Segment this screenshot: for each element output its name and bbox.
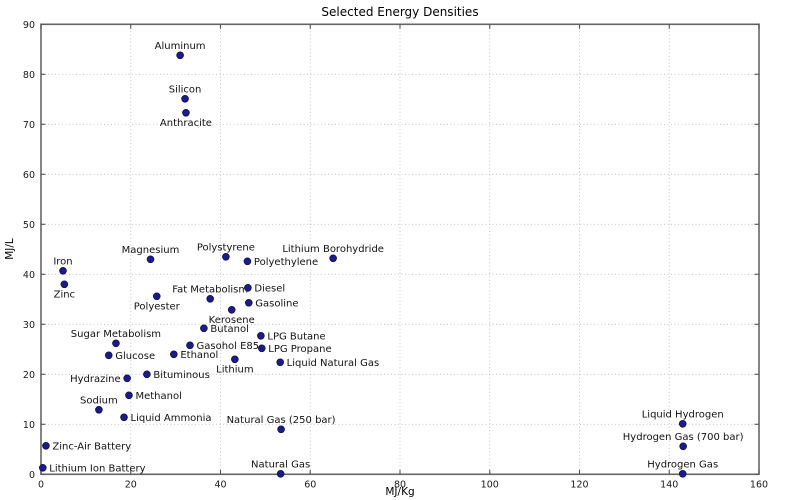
data-point [152,292,161,301]
point-label: Diesel [254,283,285,294]
data-point [243,257,252,266]
data-point [104,351,113,360]
gridlines [41,24,759,475]
data-point [231,355,239,364]
data-point [95,405,103,414]
data-point [60,280,69,289]
point-label: Natural Gas (250 bar) [227,415,336,426]
point-label: Methanol [135,391,181,402]
point-label: Zinc-Air Battery [52,441,131,452]
point-label: Polyethylene [254,257,318,268]
point-label: Glucose [115,351,155,362]
data-point [257,344,266,353]
point-label: LPG Propane [268,344,331,355]
data-point [679,442,687,451]
y-tick-label: 60 [23,170,35,181]
point-label: Sodium [80,395,118,406]
data-point [222,252,230,261]
data-point [678,469,687,478]
point-label: Silicon [169,84,202,95]
y-tick-label: 90 [23,20,35,31]
data-point [276,469,285,478]
point-label: Polystyrene [197,242,255,253]
point-label: Liquid Hydrogen [642,409,724,420]
point-label: Natural Gas [251,459,310,470]
point-label: Iron [53,256,72,267]
point-label: Hydrogen Gas [647,459,718,470]
x-tick-label: 160 [750,479,768,490]
point-label: Bituminous [153,370,209,381]
y-tick-label: 80 [23,70,35,81]
point-label: Butanol [210,324,248,335]
point-label: Gasohol E85 [196,341,259,352]
data-point [59,266,67,275]
data-point [329,254,337,263]
data-point [112,339,120,348]
x-tick-label: 80 [394,479,406,490]
x-tick-label: 0 [38,479,44,490]
y-tick-label: 40 [23,270,35,281]
data-point [276,358,284,367]
data-point [125,391,133,400]
data-point [257,331,265,340]
point-label: Gasoline [255,298,298,309]
x-tick-label: 20 [125,479,137,490]
data-point [123,374,131,383]
point-label: Hydrogen Gas (700 bar) [623,432,744,443]
data-point [678,419,687,428]
point-label: Lithium Borohydride [282,244,384,255]
data-point [146,255,155,264]
data-point [277,425,285,434]
axis-ticks [40,23,760,475]
point-label: Fat Metabolism [172,284,248,295]
point-label: Magnesium [122,245,180,256]
x-tick-label: 100 [481,479,499,490]
x-tick-label: 60 [304,479,316,490]
point-label: LPG Butane [267,331,325,342]
point-label: Ethanol [180,350,218,361]
point-label: Hydrazine [70,374,121,385]
y-tick-label: 0 [29,470,35,481]
data-point [42,441,50,450]
chart-title: Selected Energy Densities [321,5,478,19]
point-label: Polyester [134,301,181,312]
x-tick-label: 140 [660,479,678,490]
data-point [38,463,47,472]
x-tick-label: 120 [570,479,588,490]
data-point [200,324,208,333]
data-point [181,95,189,103]
point-label: Lithium Ion Battery [49,463,145,474]
y-tick-label: 10 [23,420,35,431]
data-point [120,413,128,422]
data-point [182,109,190,117]
data-point [244,298,253,307]
data-point [186,341,194,350]
x-tick-label: 40 [214,479,226,490]
point-label: Aluminum [155,41,206,52]
y-tick-label: 50 [23,220,35,231]
point-label: Zinc [54,289,75,300]
data-point [143,370,151,379]
point-label: Liquid Natural Gas [287,358,380,369]
axis-tick-labels: 0 20 40 60 80 100 120 140 160 0 10 20 30 40 50 60 70 80 90 [23,20,768,490]
point-label: Anthracite [160,118,212,129]
point-label: Sugar Metabolism [71,329,161,340]
y-tick-label: 20 [23,370,35,381]
data-points: Aluminum Silicon Anthracite Iron Zinc Magnesi… [38,41,744,478]
data-point [176,51,184,60]
data-point [244,283,252,292]
y-axis-label: MJ/L [4,238,16,260]
data-point [206,294,214,303]
data-point [227,305,236,314]
y-tick-label: 30 [23,320,35,331]
point-label: Kerosene [209,315,255,326]
point-label: Liquid Ammonia [131,413,212,424]
data-point [170,350,178,359]
point-label: Lithium [216,364,253,375]
y-tick-label: 70 [23,120,35,131]
x-axis-label: MJ/Kg [385,486,414,498]
